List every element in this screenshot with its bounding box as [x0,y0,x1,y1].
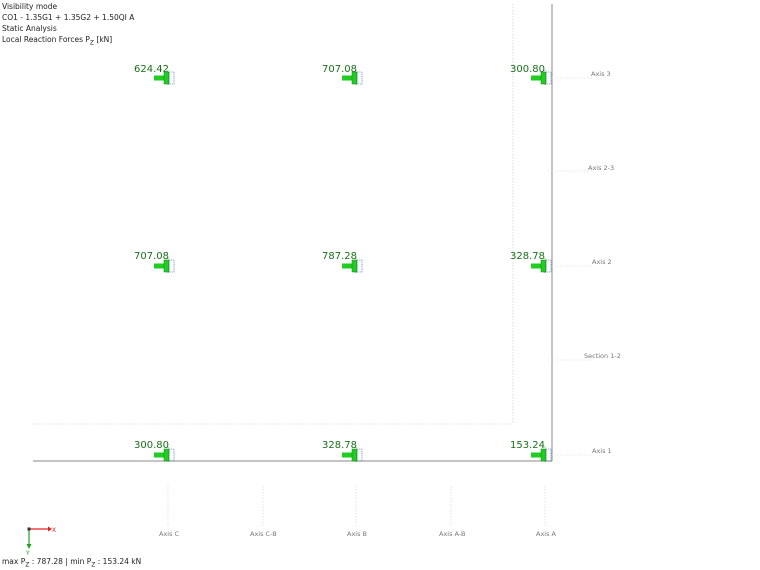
support-node[interactable] [154,447,175,463]
row-axis-label: Axis 3 [591,70,611,78]
reaction-value: 787.28 [322,251,357,262]
result-type-label: Local Reaction Forces PZ [kN] [2,35,113,47]
info-panel: Visibility mode CO1 - 1.35G1 + 1.35G2 + … [2,1,134,49]
visibility-mode-label: Visibility mode [2,2,58,11]
column-axis-label: Axis C [159,530,180,538]
support-node[interactable] [154,70,175,86]
x-axis-label: X [52,527,56,534]
reaction-value: 153.24 [510,440,545,451]
reaction-value: 300.80 [134,440,169,451]
reaction-value: 328.78 [510,251,545,262]
support-node[interactable] [342,70,363,86]
row-axes: Axis 3 Axis 2-3 Axis 2 Section 1-2 Axis … [548,70,621,456]
support-node[interactable] [531,70,552,86]
support-node[interactable] [154,258,175,274]
column-axis-label: Axis A [536,530,557,538]
column-axis-label: Axis B [347,530,367,538]
structure-outline [33,4,553,462]
support-node[interactable] [342,447,363,463]
support-node[interactable] [531,447,552,463]
support-reactions: 624.42 707.08 300.80 707.08 [134,64,552,463]
row-axis-label: Axis 2 [592,258,612,266]
support-node[interactable] [342,258,363,274]
reaction-value: 300.80 [510,64,545,75]
coordinate-triad: X Y [25,526,56,557]
row-axis-label: Axis 1 [592,447,612,455]
y-axis-label: Y [25,550,30,557]
row-axis-label: Section 1-2 [584,352,621,360]
column-axis-label: Axis A-B [439,530,465,538]
analysis-type-label: Static Analysis [2,24,57,33]
reaction-value: 328.78 [322,440,357,451]
load-combination-label: CO1 - 1.35G1 + 1.35G2 + 1.50QI A [2,13,135,22]
support-node[interactable] [531,258,552,274]
reaction-value: 707.08 [134,251,169,262]
row-axis-label: Axis 2-3 [588,164,614,172]
column-axes: Axis C Axis C-B Axis B Axis A-B Axis A [159,486,557,538]
column-axis-label: Axis C-B [250,530,277,538]
reaction-value: 707.08 [322,64,357,75]
reaction-value: 624.42 [134,64,169,75]
min-max-summary: max PZ : 787.28 | min PZ : 153.24 kN [2,557,142,569]
